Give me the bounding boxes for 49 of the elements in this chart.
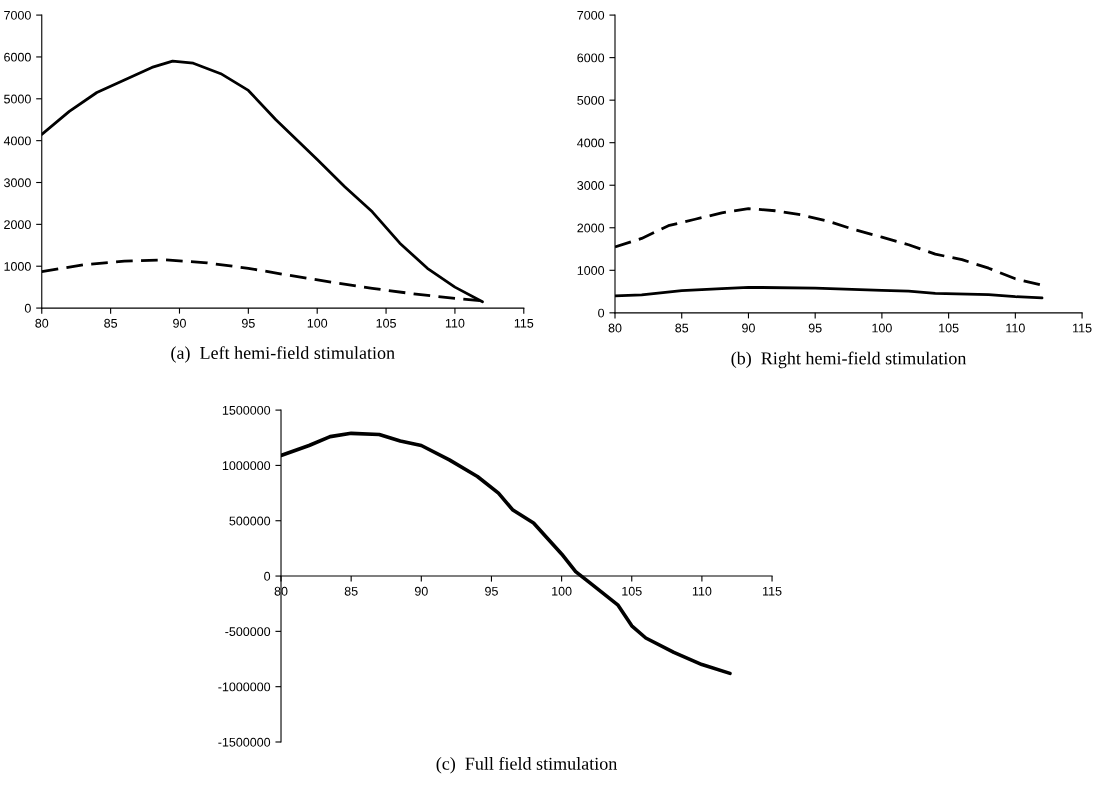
x-tick-label: 95	[485, 586, 498, 596]
y-tick-label: 5000	[577, 95, 605, 105]
x-tick-label: 85	[344, 586, 358, 596]
y-tick-label: 4000	[577, 138, 605, 148]
x-tick-label: 100	[552, 586, 572, 596]
y-tick-label: 5000	[4, 94, 31, 104]
x-tick-label: 115	[1073, 323, 1092, 333]
x-tick-label: 105	[622, 586, 642, 596]
x-tick-label: 100	[307, 318, 328, 328]
y-tick-label: 0	[598, 308, 605, 318]
x-tick-label: 90	[414, 586, 428, 596]
x-tick-label: 105	[376, 318, 396, 328]
y-tick-label: 1000	[577, 266, 605, 275]
y-tick-label: 500000	[229, 516, 271, 526]
y-tick-label: 7000	[4, 10, 31, 20]
y-tick-label: 0	[264, 571, 271, 581]
y-tick-label: 1500000	[222, 405, 271, 415]
y-tick-label: 2000	[577, 223, 605, 233]
y-tick-label: 3000	[4, 178, 31, 188]
y-tick-label: 7000	[577, 10, 605, 20]
x-tick-label: 105	[939, 323, 959, 333]
y-tick-label: 3000	[577, 181, 605, 190]
y-tick-label: -1500000	[218, 737, 271, 747]
text: (c) Full field stimulation	[436, 756, 618, 774]
y-tick-label: -500000	[225, 627, 271, 637]
x-tick-label: 110	[692, 586, 712, 596]
y-tick-label: 6000	[577, 53, 605, 63]
x-tick-label: 110	[1006, 323, 1025, 333]
x-tick-label: 100	[872, 323, 892, 333]
x-tick-label: 85	[675, 323, 689, 333]
x-tick-label: 85	[104, 318, 118, 328]
x-tick-label: 95	[808, 323, 822, 333]
x-tick-label: 110	[445, 318, 465, 328]
x-tick-label: 80	[608, 323, 622, 333]
y-tick-label: 0	[24, 303, 31, 313]
x-tick-label: 90	[742, 323, 755, 333]
x-tick-label: 115	[514, 318, 534, 328]
y-tick-label: 1000	[4, 262, 31, 271]
y-tick-label: -1000000	[218, 682, 271, 692]
text: (b) Right hemi-field stimulation	[731, 351, 967, 369]
x-tick-label: 95	[241, 318, 255, 328]
y-tick-label: 4000	[3, 136, 31, 146]
x-tick-label: 90	[173, 318, 186, 328]
y-tick-label: 6000	[4, 52, 31, 62]
text: (a) Left hemi-field stimulation	[171, 346, 395, 363]
y-tick-label: 1000000	[222, 461, 271, 471]
x-tick-label: 115	[763, 586, 782, 596]
y-tick-label: 2000	[4, 220, 31, 230]
x-tick-label: 80	[35, 318, 49, 328]
